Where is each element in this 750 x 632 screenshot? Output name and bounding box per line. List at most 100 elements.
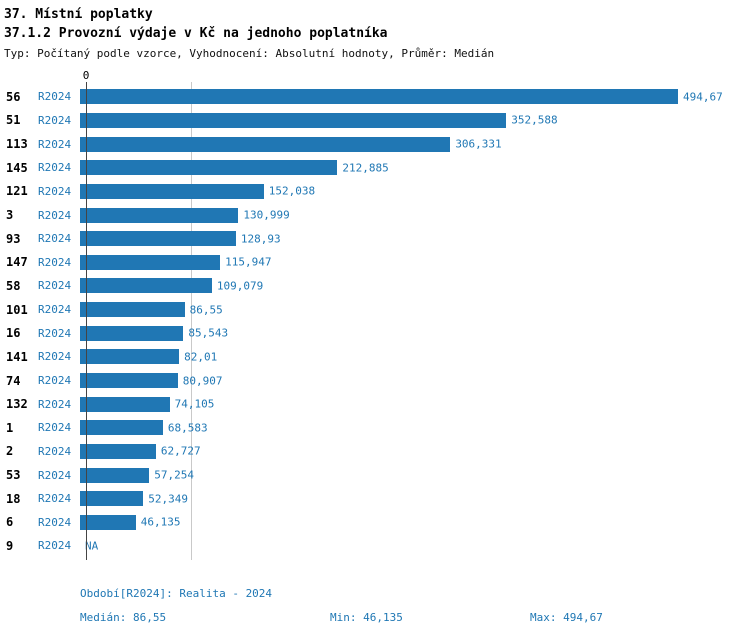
period-label: R2024 [38,397,72,411]
row-label: 1 [6,420,14,435]
row-label: 113 [6,137,28,152]
period-label: R2024 [38,279,72,293]
row-label: 9 [6,538,14,553]
period-label: R2024 [38,232,72,246]
chart-row: 3 R2024 130,999 [0,203,750,227]
chart-row: 93 R2024 128,93 [0,227,750,251]
bar [80,183,264,199]
median-line [190,82,192,560]
footer-max: Max: 494,67 [530,611,603,624]
period-label: R2024 [38,208,72,222]
value-label: 115,947 [225,255,272,269]
chart-row: 18 R2024 52,349 [0,487,750,511]
chart-row: 145 R2024 212,885 [0,156,750,180]
period-label: R2024 [38,350,72,364]
period-label: R2024 [38,444,72,458]
bar [80,231,236,247]
chart-row: 58 R2024 109,079 [0,274,750,298]
value-label: 85,543 [188,326,229,340]
value-label: 128,93 [240,232,281,246]
chart-row: 6 R2024 46,135 [0,511,750,535]
period-label: R2024 [38,492,72,506]
bar [80,491,144,507]
row-plot: 80,907 [80,373,750,388]
row-label: 16 [6,326,21,341]
chart-header: 37. Místní poplatky 37.1.2 Provozní výda… [0,0,750,61]
chart-row: 1 R2024 68,583 [0,416,750,440]
period-label: R2024 [38,326,72,340]
period-label: R2024 [38,137,72,151]
chart-row: 51 R2024 352,588 [0,109,750,133]
row-plot: 212,885 [80,160,750,176]
footer-stats: Medián: 86,55 Min: 46,135 Max: 494,67 [0,611,750,627]
bar [80,112,507,128]
row-plot: 115,947 [80,254,750,270]
value-label: 306,331 [455,137,502,151]
bar [80,349,180,365]
value-label: 212,885 [342,161,389,175]
row-plot: NA [80,538,750,553]
page-title: 37. Místní poplatky [4,7,153,22]
footer-min: Min: 46,135 [330,611,403,624]
row-plot: 494,67 [80,89,750,105]
footer-period-line: Období[R2024]: Realita - 2024 [80,587,273,600]
period-label: R2024 [38,161,72,175]
footer-median: Medián: 86,55 [80,611,167,624]
chart-row: 2 R2024 62,727 [0,440,750,464]
row-plot: 128,93 [80,231,750,247]
row-label: 58 [6,278,21,293]
chart-row: 121 R2024 152,038 [0,180,750,204]
value-label: 86,55 [189,303,223,317]
row-label: 2 [6,444,14,459]
chart-row: 74 R2024 80,907 [0,369,750,393]
value-label: 74,105 [174,397,215,411]
y-axis-line [86,82,87,560]
period-label: R2024 [38,468,72,482]
row-plot: 306,331 [80,136,750,152]
period-label: R2024 [38,90,72,104]
bar [80,160,338,176]
bar [80,325,184,341]
value-label: 46,135 [140,515,181,529]
x-axis-zero-tick: 0 [82,69,90,82]
chart-row: 16 R2024 85,543 [0,321,750,345]
row-plot: 85,543 [80,325,750,341]
row-label: 93 [6,231,21,246]
bar [80,373,178,388]
row-plot: 86,55 [80,302,750,318]
bar [80,467,150,483]
value-label: 80,907 [182,374,223,387]
chart-subtitle: Typ: Počítaný podle vzorce, Vyhodnocení:… [4,47,495,60]
row-label: 53 [6,468,21,483]
chart-row: 147 R2024 115,947 [0,250,750,274]
bar [80,254,221,270]
row-plot: 74,105 [80,396,750,412]
row-label: 56 [6,89,21,104]
row-label: 145 [6,160,28,175]
row-label: 3 [6,208,14,223]
bar-chart: 0 56 R2024 494,67 51 R2024 352,588 113 R… [0,69,750,563]
period-label: R2024 [38,255,72,269]
period-label: R2024 [38,303,72,317]
period-label: R2024 [38,113,72,127]
row-label: 147 [6,255,28,270]
bar [80,136,451,152]
chart-row: 101 R2024 86,55 [0,298,750,322]
value-label: 68,583 [167,421,208,435]
bar [80,443,156,459]
bar [80,207,239,223]
value-label: 109,079 [216,279,264,293]
chart-row: 9 R2024 NA [0,534,750,558]
value-label: 57,254 [154,468,194,482]
row-plot: 130,999 [80,207,750,223]
bar [80,420,163,436]
value-label: 62,727 [160,444,201,458]
value-label: 352,588 [511,113,558,127]
chart-title: 37.1.2 Provozní výdaje v Kč na jednoho p… [4,26,388,41]
bar [80,89,678,105]
row-label: 101 [6,302,28,317]
period-label: R2024 [38,374,72,387]
row-plot: 352,588 [80,112,750,128]
row-label: 18 [6,491,21,506]
value-label: NA [85,539,99,553]
